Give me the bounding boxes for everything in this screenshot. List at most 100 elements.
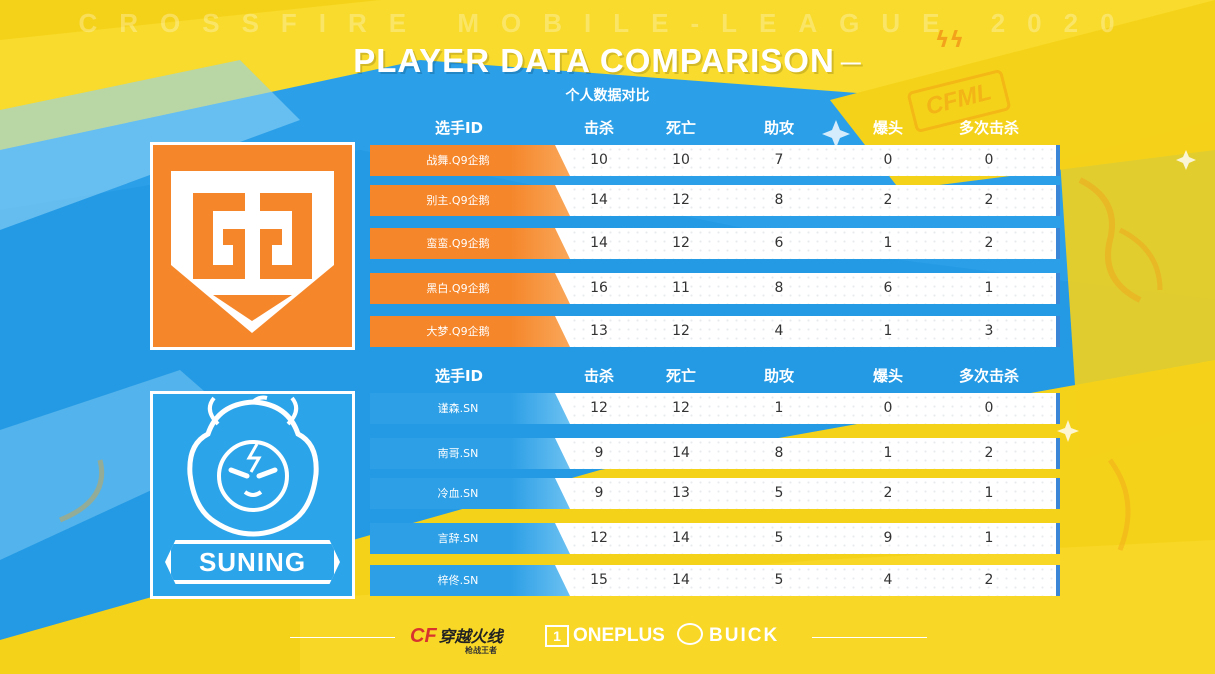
- kills-value: 12: [590, 400, 608, 416]
- player-id: 梓佟.SN: [437, 574, 479, 587]
- player-id: 言辞.SN: [437, 532, 479, 545]
- headshots-value: 9: [883, 530, 893, 546]
- buick-crest-icon: [677, 623, 703, 645]
- deaths-value: 11: [672, 280, 690, 296]
- assists-value: 5: [774, 485, 784, 501]
- header-headshots: 爆头: [872, 119, 904, 137]
- table-header-q9: 选手ID 击杀 死亡 助攻 爆头 多次击杀: [370, 117, 1060, 139]
- headshots-value: 1: [883, 235, 893, 251]
- footer-divider-right: [812, 637, 927, 638]
- header-multi-kills: 多次击杀: [958, 119, 1020, 137]
- headshots-value: 1: [883, 323, 893, 339]
- footer-divider-left: [290, 637, 395, 638]
- assists-value: 8: [774, 280, 784, 296]
- kills-value: 14: [590, 192, 608, 208]
- deaths-value: 12: [672, 400, 690, 416]
- table-row: 别主.Q9企鹅 14 12 8 2 2: [370, 185, 1060, 216]
- table-row: 言辞.SN 12 14 5 9 1: [370, 523, 1060, 554]
- headshots-value: 0: [883, 152, 893, 168]
- table-row: 大梦.Q9企鹅 13 12 4 1 3: [370, 316, 1060, 347]
- multi-kills-value: 2: [984, 445, 994, 461]
- table-row: 梓佟.SN 15 14 5 4 2: [370, 565, 1060, 596]
- header-player-id: 选手ID: [434, 367, 484, 385]
- kills-value: 15: [590, 572, 608, 588]
- multi-kills-value: 2: [984, 192, 994, 208]
- table-row: 谨森.SN 12 12 1 0 0: [370, 393, 1060, 424]
- assists-value: 5: [774, 530, 784, 546]
- crossfire-logo-sub: 枪战王者: [465, 646, 497, 655]
- deaths-value: 12: [672, 235, 690, 251]
- headshots-value: 0: [883, 400, 893, 416]
- assists-value: 4: [774, 323, 784, 339]
- kills-value: 13: [590, 323, 608, 339]
- team-logo-sn: SUNING: [150, 391, 355, 599]
- kills-value: 9: [594, 445, 604, 461]
- suning-banner: SUNING: [165, 540, 340, 584]
- assists-value: 6: [774, 235, 784, 251]
- buick-logo-text: BUICK: [709, 625, 780, 647]
- deaths-value: 14: [672, 445, 690, 461]
- multi-kills-value: 0: [984, 152, 994, 168]
- deaths-value: 12: [672, 323, 690, 339]
- page-title: PLAYER DATA COMPARISON —: [0, 42, 1215, 80]
- table-row: 南哥.SN 9 14 8 1 2: [370, 438, 1060, 469]
- header-assists: 助攻: [763, 367, 795, 385]
- oneplus-logo-text: ONEPLUS: [573, 625, 665, 647]
- sponsor-footer: CF 穿越火线 枪战王者 1 ONEPLUS BUICK: [0, 620, 1215, 655]
- table-row: 蛮蛮.Q9企鹅 14 12 6 1 2: [370, 228, 1060, 259]
- multi-kills-value: 1: [984, 280, 994, 296]
- headshots-value: 1: [883, 445, 893, 461]
- multi-kills-value: 2: [984, 572, 994, 588]
- multi-kills-value: 3: [984, 323, 994, 339]
- table-row: 战舞.Q9企鹅 10 10 7 0 0: [370, 145, 1060, 176]
- player-id: 南哥.SN: [437, 447, 479, 460]
- header-kills: 击杀: [583, 367, 615, 385]
- deaths-value: 10: [672, 152, 690, 168]
- page-subtitle: 个人数据对比: [565, 88, 650, 104]
- player-id: 战舞.Q9企鹅: [426, 154, 490, 167]
- header-player-id: 选手ID: [434, 119, 484, 137]
- multi-kills-value: 1: [984, 485, 994, 501]
- league-title: CROSSFIRE MOBILE-LEAGUE 2020: [78, 8, 1137, 38]
- title-dash: —: [840, 51, 862, 74]
- player-id: 冷血.SN: [437, 487, 479, 500]
- header-multi-kills: 多次击杀: [958, 367, 1020, 385]
- suning-banner-text: SUNING: [171, 544, 334, 580]
- multi-kills-value: 1: [984, 530, 994, 546]
- header-kills: 击杀: [583, 119, 615, 137]
- buick-logo: BUICK: [677, 623, 780, 647]
- assists-value: 1: [774, 400, 784, 416]
- deaths-value: 14: [672, 572, 690, 588]
- player-id: 谨森.SN: [437, 402, 479, 415]
- multi-kills-value: 2: [984, 235, 994, 251]
- multi-kills-value: 0: [984, 400, 994, 416]
- deaths-value: 13: [672, 485, 690, 501]
- crossfire-logo-mark: CF: [410, 625, 437, 647]
- oneplus-icon: 1: [545, 625, 569, 647]
- assists-value: 7: [774, 152, 784, 168]
- header-deaths: 死亡: [665, 119, 697, 137]
- header-deaths: 死亡: [665, 367, 697, 385]
- kills-value: 10: [590, 152, 608, 168]
- headshots-value: 6: [883, 280, 893, 296]
- assists-value: 8: [774, 445, 784, 461]
- player-id: 蛮蛮.Q9企鹅: [426, 237, 490, 250]
- kills-value: 16: [590, 280, 608, 296]
- header-assists: 助攻: [763, 119, 795, 137]
- q9-shield-logo-icon: [171, 171, 334, 333]
- assists-value: 5: [774, 572, 784, 588]
- table-row: 冷血.SN 9 13 5 2 1: [370, 478, 1060, 509]
- kills-value: 9: [594, 485, 604, 501]
- crossfire-logo-cn: 穿越火线: [438, 629, 503, 646]
- player-id: 大梦.Q9企鹅: [426, 325, 490, 338]
- deaths-value: 14: [672, 530, 690, 546]
- deaths-value: 12: [672, 192, 690, 208]
- lightning-icon: ϟϟ: [935, 28, 965, 53]
- page-title-text: PLAYER DATA COMPARISON: [353, 42, 835, 79]
- header-headshots: 爆头: [872, 367, 904, 385]
- suning-lion-logo-icon: [187, 395, 319, 537]
- table-row: 黑白.Q9企鹅 16 11 8 6 1: [370, 273, 1060, 304]
- kills-value: 14: [590, 235, 608, 251]
- crossfire-logo: CF 穿越火线 枪战王者: [410, 623, 503, 655]
- headshots-value: 2: [883, 192, 893, 208]
